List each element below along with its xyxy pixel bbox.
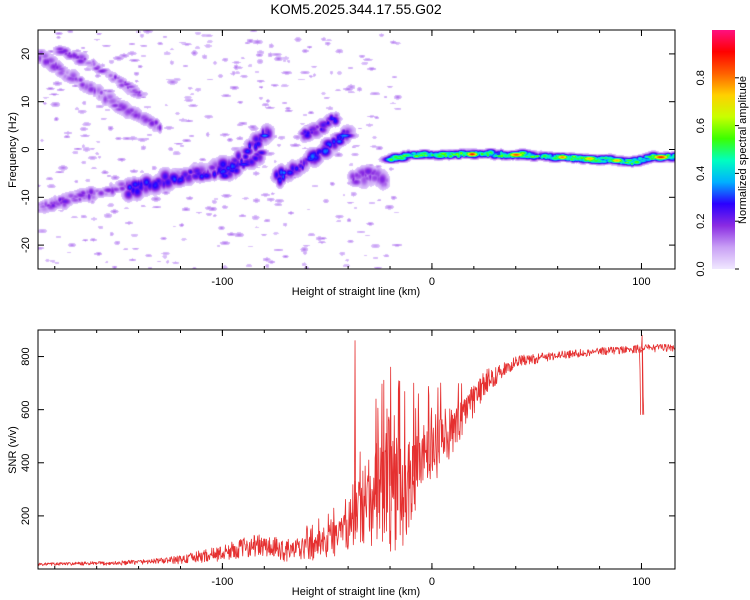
snr-x-tick-label: 100 <box>632 576 650 588</box>
figure-title: KOM5.2025.344.17.55.G02 <box>270 1 441 17</box>
spectrogram-y-axis-label: Frequency (Hz) <box>7 112 19 188</box>
spectrogram-x-tick-label: 100 <box>632 276 650 288</box>
spectrogram-image <box>38 30 675 269</box>
snr-y-ticks: 200 400 600 800 <box>20 347 675 525</box>
spectrogram-x-ticks: -100 0 100 <box>54 30 651 288</box>
spectrogram-y-tick-label: 20 <box>20 48 32 60</box>
snr-plot-area <box>38 330 675 569</box>
snr-x-axis-label: Height of straight line (km) <box>292 586 420 598</box>
snr-panel: -100 0 100 200 400 600 800 Height of straight… <box>7 329 676 598</box>
snr-x-tick-label: 0 <box>429 576 435 588</box>
snr-y-tick-label: 800 <box>20 347 32 365</box>
spectrogram-x-tick-label: 0 <box>429 276 435 288</box>
snr-series-line <box>37 334 676 566</box>
colorbar-tick-label: 0.6 <box>695 118 707 133</box>
colorbar-tick-label: 0.2 <box>695 214 707 229</box>
colorbar-label: Normalized spectral amplitude <box>737 76 749 224</box>
colorbar-tick-label: 0.8 <box>695 70 707 85</box>
spectrogram-x-tick-label: -100 <box>211 276 233 288</box>
spectrogram-y-tick-label: 10 <box>20 96 32 108</box>
colorbar-tick-label: 0.0 <box>695 261 707 276</box>
snr-y-axis-label: SNR (v/v) <box>7 426 19 474</box>
spectrogram-y-tick-label: 0 <box>20 146 32 152</box>
colorbar-gradient <box>712 30 735 269</box>
spectrogram-y-tick-label: -20 <box>20 237 32 253</box>
snr-x-ticks: -100 0 100 <box>54 330 651 588</box>
snr-y-tick-label: 200 <box>20 507 32 525</box>
spectrogram-x-axis-label: Height of straight line (km) <box>292 286 420 298</box>
colorbar-tick-label: 0.4 <box>695 166 707 181</box>
spectrogram-y-ticks: -20 -10 0 10 20 <box>20 48 675 253</box>
colorbar: 0.0 0.2 0.4 0.6 0.8 Normalized spectral ampl… <box>695 30 749 277</box>
spectrogram-y-tick-label: -10 <box>20 189 32 205</box>
snr-x-tick-label: -100 <box>211 576 233 588</box>
snr-y-tick-label: 600 <box>20 400 32 418</box>
snr-y-tick-label: 400 <box>20 454 32 472</box>
snr-frame <box>37 329 676 570</box>
colorbar-ticks: 0.0 0.2 0.4 0.6 0.8 <box>695 70 739 277</box>
